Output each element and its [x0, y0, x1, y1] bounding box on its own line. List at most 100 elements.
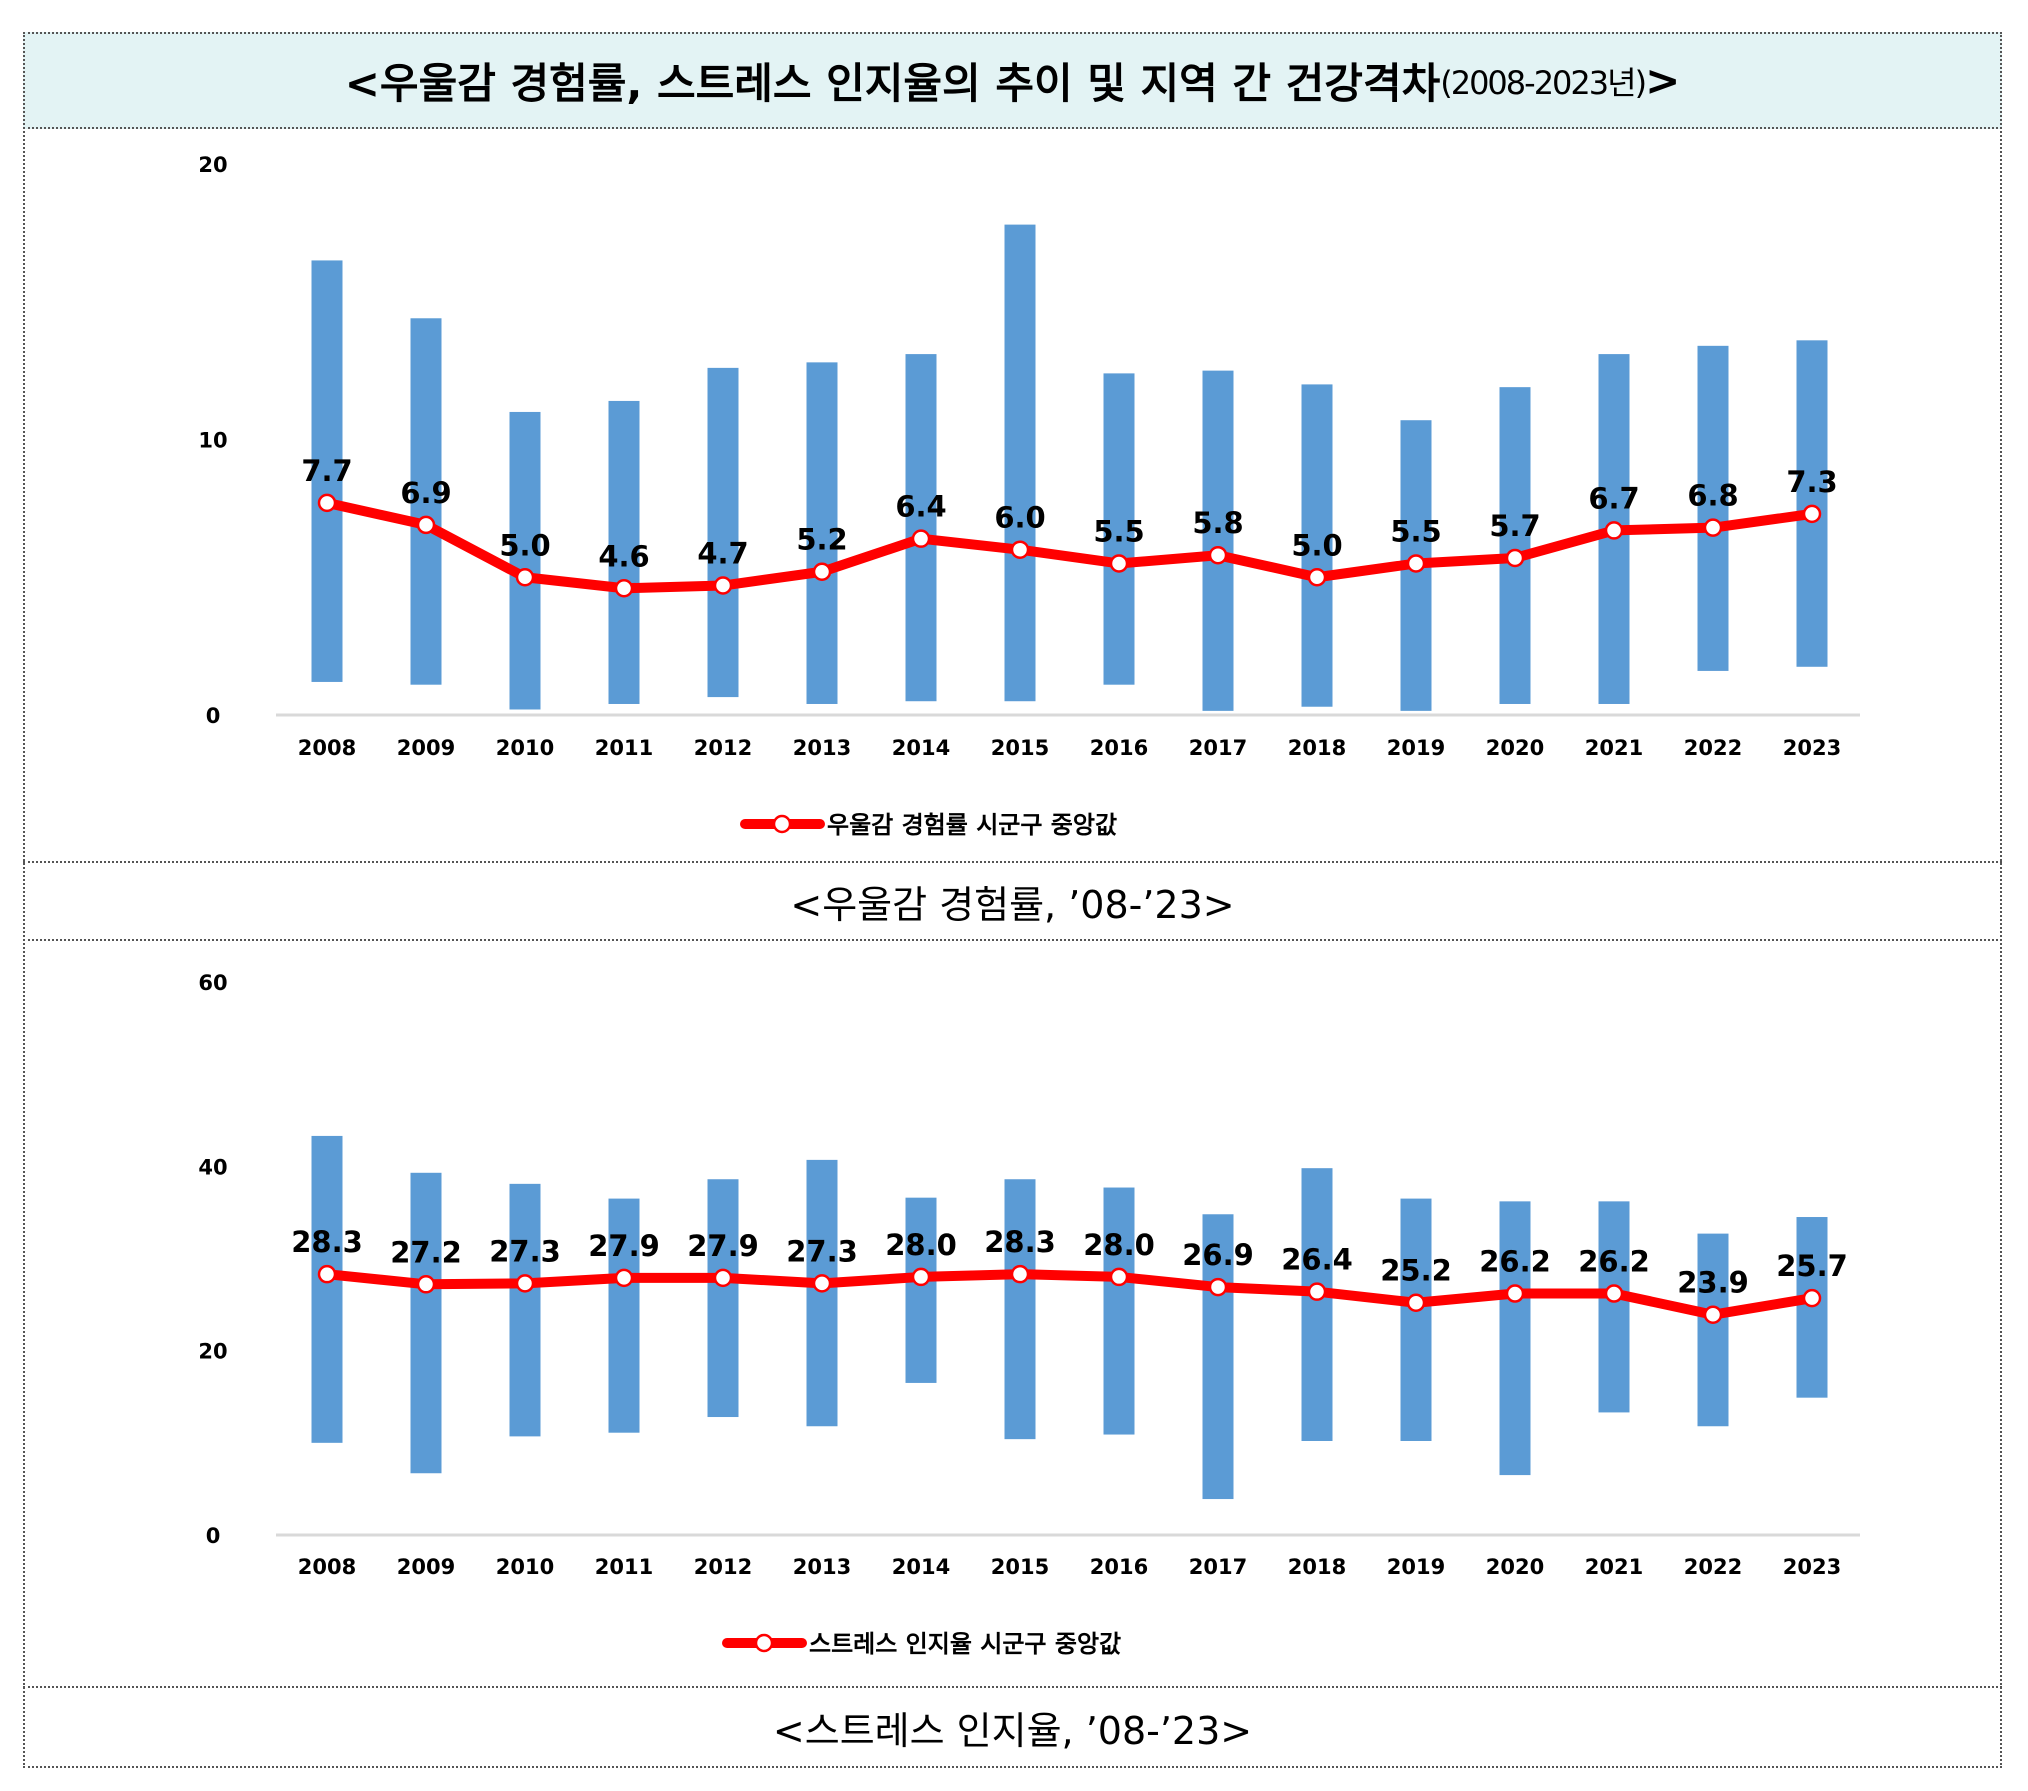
- x-tick-label: 2022: [1684, 736, 1742, 760]
- range-bar-2016: [1103, 373, 1135, 685]
- data-point-2022: [1703, 518, 1723, 537]
- data-label: 5.8: [1192, 506, 1243, 540]
- data-point-2016: [1109, 554, 1129, 573]
- data-point-2020: [1505, 548, 1525, 568]
- data-point-2013: [812, 562, 832, 581]
- data-point-2021: [1604, 1284, 1624, 1303]
- data-label: 28.0: [885, 1228, 957, 1262]
- x-tick-label: 2012: [694, 736, 752, 760]
- data-label: 5.5: [1390, 514, 1441, 548]
- range-bar-2013: [806, 1159, 838, 1427]
- range-bar-2022: [1697, 345, 1729, 671]
- x-tick-label: 2013: [793, 736, 851, 760]
- y-tick-label: 0: [206, 1524, 221, 1548]
- data-label: 27.9: [588, 1229, 660, 1263]
- data-point-2012: [713, 1268, 733, 1288]
- data-point-2023: [1802, 504, 1822, 524]
- data-point-2017: [1208, 545, 1228, 565]
- x-tick-label: 2019: [1387, 736, 1445, 760]
- chart-caption-stress: <스트레스 인지율, ’08-’23>: [23, 1686, 2002, 1766]
- title-subtitle: (2008-2023년): [1440, 63, 1647, 102]
- x-tick-label: 2010: [496, 1555, 554, 1579]
- x-tick-label: 2023: [1783, 736, 1841, 760]
- data-point-2015: [1010, 540, 1030, 559]
- range-bar-2018: [1301, 384, 1333, 707]
- x-tick-label: 2018: [1288, 736, 1346, 760]
- range-bar-2013: [806, 362, 838, 704]
- x-tick-label: 2015: [991, 736, 1049, 760]
- data-point-2019: [1406, 1293, 1426, 1312]
- data-label: 26.9: [1182, 1238, 1254, 1272]
- data-label: 27.9: [687, 1229, 759, 1263]
- data-point-2016: [1109, 1267, 1129, 1287]
- range-bar-2015: [1004, 1179, 1036, 1440]
- data-point-2022: [1703, 1305, 1723, 1324]
- data-label: 27.3: [786, 1234, 858, 1268]
- x-tick-label: 2016: [1090, 736, 1148, 760]
- x-tick-label: 2017: [1189, 736, 1247, 760]
- x-tick-label: 2022: [1684, 1555, 1742, 1579]
- data-point-2010: [515, 568, 535, 587]
- x-tick-label: 2011: [595, 736, 653, 760]
- data-point-2021: [1604, 521, 1624, 540]
- range-bar-2022: [1697, 1233, 1729, 1427]
- data-label: 26.2: [1479, 1245, 1551, 1279]
- y-tick-label: 20: [198, 1340, 227, 1364]
- x-tick-label: 2014: [892, 736, 950, 760]
- x-tick-label: 2010: [496, 736, 554, 760]
- x-tick-label: 2013: [793, 1555, 851, 1579]
- data-point-2014: [911, 1267, 931, 1287]
- series-line: [325, 497, 1813, 594]
- range-bar-2015: [1004, 224, 1036, 702]
- title-close: >: [1645, 56, 1681, 105]
- data-label: 5.0: [499, 528, 550, 562]
- data-label: 26.2: [1578, 1245, 1650, 1279]
- range-bar-2017: [1202, 1214, 1234, 1500]
- range-bar-2009: [410, 1172, 442, 1474]
- data-label: 6.0: [994, 501, 1045, 535]
- title-main: <우울감 경험률, 스트레스 인지율의 추이 및 지역 간 건강격차: [344, 59, 1441, 108]
- range-bar-2008: [311, 1135, 343, 1443]
- data-point-2019: [1406, 554, 1426, 573]
- range-bar-2010: [509, 1183, 541, 1437]
- data-point-2011: [614, 579, 634, 598]
- y-tick-label: 10: [198, 429, 227, 453]
- x-tick-label: 2020: [1486, 1555, 1544, 1579]
- range-bar-2016: [1103, 1187, 1135, 1435]
- data-point-2010: [515, 1274, 535, 1293]
- data-label: 6.9: [400, 476, 451, 510]
- range-bar-2023: [1796, 340, 1828, 667]
- data-point-2017: [1208, 1277, 1228, 1297]
- data-point-2014: [911, 529, 931, 548]
- y-tick-label: 40: [198, 1155, 227, 1179]
- data-label: 5.0: [1291, 528, 1342, 562]
- range-bar-2019: [1400, 1198, 1432, 1441]
- data-label: 5.2: [796, 523, 847, 557]
- data-label: 26.4: [1281, 1243, 1353, 1277]
- x-tick-label: 2009: [397, 1555, 455, 1579]
- x-tick-label: 2020: [1486, 736, 1544, 760]
- range-bar-2012: [707, 367, 739, 698]
- data-label: 23.9: [1677, 1266, 1749, 1300]
- x-tick-label: 2008: [298, 1555, 356, 1579]
- range-bar-2008: [311, 260, 343, 682]
- range-bar-2020: [1499, 387, 1531, 704]
- y-tick-label: 20: [198, 153, 227, 177]
- data-point-2011: [614, 1268, 634, 1288]
- data-point-2008: [317, 493, 337, 513]
- x-tick-label: 2021: [1585, 1555, 1643, 1579]
- series-line: [326, 1269, 1813, 1320]
- x-tick-label: 2018: [1288, 1555, 1346, 1579]
- x-tick-label: 2008: [298, 736, 356, 760]
- x-tick-label: 2009: [397, 736, 455, 760]
- data-label: 27.2: [390, 1235, 462, 1269]
- data-label: 25.7: [1776, 1249, 1848, 1283]
- data-point-2009: [416, 515, 436, 535]
- legend-marker-swatch: [772, 814, 792, 834]
- range-bar-2017: [1202, 370, 1234, 711]
- x-tick-label: 2016: [1090, 1555, 1148, 1579]
- x-tick-label: 2011: [595, 1555, 653, 1579]
- range-bar-2012: [707, 1179, 739, 1418]
- data-point-2018: [1307, 1282, 1327, 1301]
